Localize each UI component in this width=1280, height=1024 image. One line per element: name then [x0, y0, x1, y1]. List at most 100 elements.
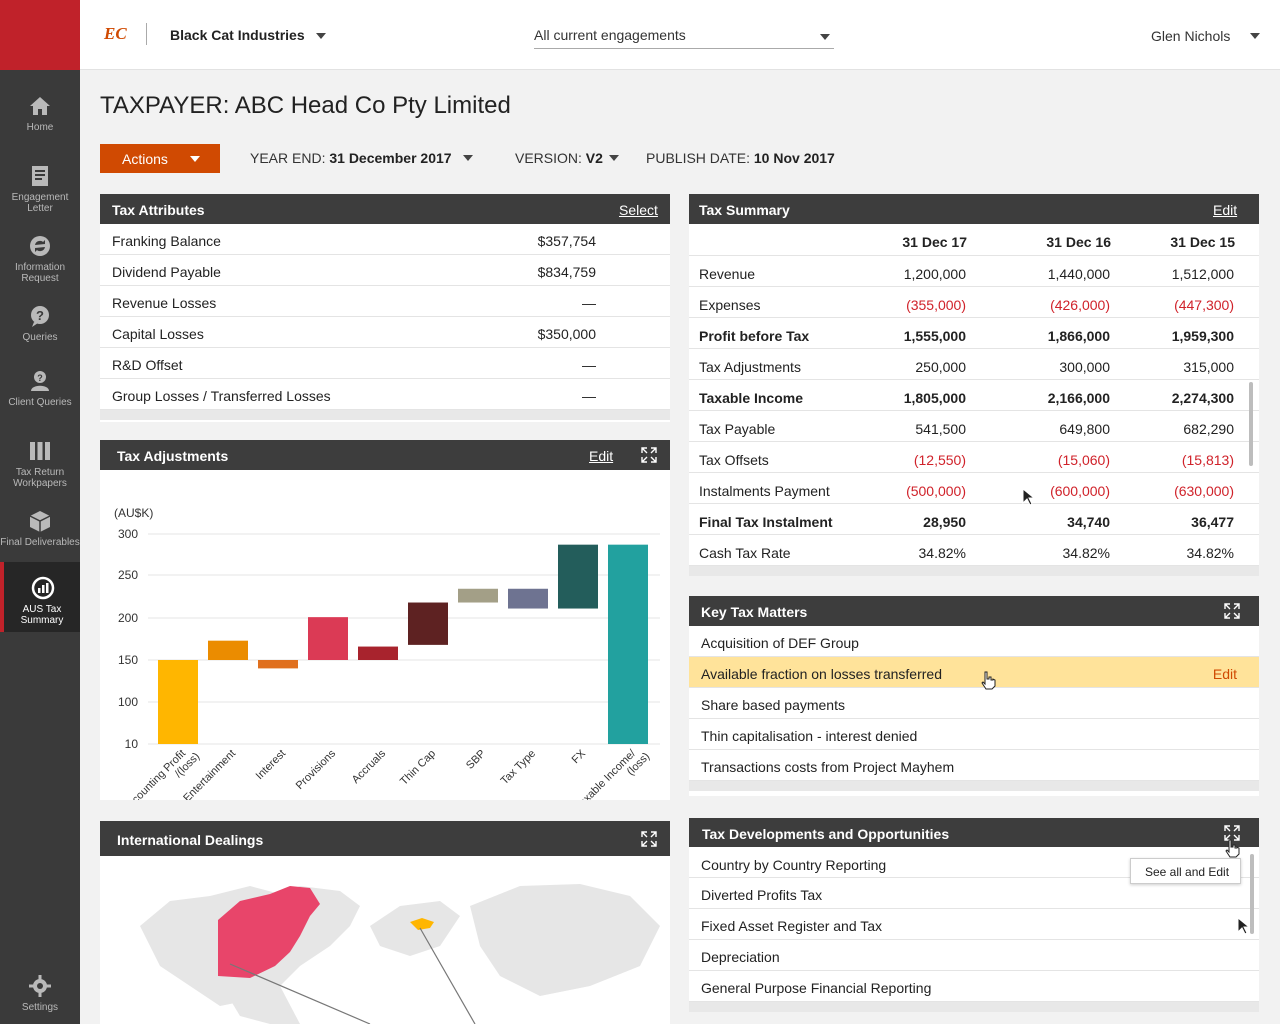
canada-region[interactable]: [218, 886, 320, 978]
sidebar-item-queries[interactable]: ? Queries: [0, 290, 80, 360]
list-item[interactable]: Share based payments: [689, 688, 1259, 719]
sidebar-item-client-queries[interactable]: ? Client Queries: [0, 355, 80, 425]
chevron-down-icon[interactable]: [609, 155, 619, 161]
table-cell: (447,300): [1174, 297, 1234, 313]
edit-link[interactable]: Edit: [1213, 202, 1238, 218]
sidebar-item-aus-tax-summary[interactable]: AUS Tax Summary: [0, 562, 80, 632]
table-cell: 1,440,000: [1047, 266, 1110, 282]
table-cell: 34.82%: [1186, 545, 1234, 561]
client-question-icon: ?: [31, 371, 49, 391]
x-tick-label: Interest: [254, 748, 288, 782]
sidebar-item-information-request[interactable]: Information Request: [0, 220, 80, 290]
row-label: Taxable Income: [699, 390, 804, 406]
row-value: $357,754: [537, 233, 596, 249]
panel-title: Key Tax Matters: [701, 604, 808, 620]
chart-bar[interactable]: [358, 646, 398, 660]
scrollbar[interactable]: [1249, 382, 1253, 466]
column-header: 31 Dec 16: [1046, 234, 1111, 250]
chevron-down-icon[interactable]: [1250, 33, 1260, 39]
cursor-arrow-icon: [1237, 917, 1251, 935]
column-header: 31 Dec 15: [1170, 234, 1235, 250]
table-cell: 250,000: [915, 359, 966, 375]
tax-summary-panel: Tax Summary Edit 31 Dec 17 31 Dec 16 31 …: [689, 194, 1259, 576]
expand-icon[interactable]: [641, 447, 657, 463]
panel-header: International Dealings: [100, 821, 670, 856]
chart-bar[interactable]: [408, 602, 448, 645]
table-cell: 34.82%: [1062, 545, 1110, 561]
sidebar-item-home[interactable]: Home: [0, 80, 80, 150]
chart-bar[interactable]: [208, 640, 248, 660]
list-item[interactable]: Transactions costs from Project Mayhem: [689, 750, 1259, 781]
list-item-label: Available fraction on losses transferred: [701, 666, 942, 682]
sidebar-item-label: Queries: [22, 332, 58, 343]
select-link[interactable]: Select: [619, 202, 658, 218]
table-cell: (426,000): [1050, 297, 1110, 313]
panel-title: Tax Summary: [699, 202, 790, 218]
chevron-down-icon[interactable]: [463, 155, 473, 161]
list-item[interactable]: Acquisition of DEF Group: [689, 626, 1259, 657]
chart-bar[interactable]: [458, 588, 498, 603]
edit-link[interactable]: Edit: [1212, 666, 1237, 682]
x-tick-label: FX: [570, 747, 589, 766]
row-value: $350,000: [537, 326, 596, 342]
list-item[interactable]: Depreciation: [689, 940, 1259, 971]
sidebar-item-settings[interactable]: Settings: [0, 960, 80, 1024]
sidebar-item-engagement-letter[interactable]: Engagement Letter: [0, 150, 80, 220]
binders-icon: [30, 442, 50, 460]
y-axis-label: (AU$K): [114, 506, 153, 520]
chevron-down-icon[interactable]: [316, 33, 326, 39]
panel-header: Tax Summary Edit: [689, 194, 1259, 224]
panel-footer: [689, 566, 1259, 576]
panel-title: International Dealings: [117, 832, 264, 848]
expand-icon[interactable]: [641, 831, 657, 847]
table-row: Instalments Payment (500,000) (600,000) (63…: [689, 473, 1259, 504]
sidebar-item-tax-return-workpapers[interactable]: Tax Return Workpapers: [0, 425, 80, 495]
table-cell: 300,000: [1059, 359, 1110, 375]
user-menu[interactable]: Glen Nichols: [1151, 28, 1231, 44]
list-item[interactable]: Country by Country Reporting: [689, 847, 1259, 878]
y-tick-label: 10: [125, 737, 139, 751]
x-tick-label: Thin Cap: [398, 748, 438, 788]
list-item[interactable]: Thin capitalisation - interest denied: [689, 719, 1259, 750]
company-selector[interactable]: Black Cat Industries: [170, 27, 305, 43]
list-item[interactable]: Fixed Asset Register and Tax: [689, 909, 1259, 940]
expand-icon[interactable]: [1224, 825, 1240, 841]
table-row: Profit before Tax 1,555,000 1,866,000 1,959…: [689, 318, 1259, 349]
chart-bar[interactable]: [608, 544, 648, 744]
cursor-hand-icon: [1225, 839, 1240, 858]
international-dealings-panel: International Dealings: [100, 821, 670, 1024]
actions-button-label: Actions: [122, 151, 168, 167]
row-value: $834,759: [537, 264, 596, 280]
logo-divider: [146, 23, 147, 45]
engagement-select[interactable]: All current engagements: [534, 27, 834, 49]
edit-link[interactable]: Edit: [589, 448, 614, 464]
chart-bar[interactable]: [558, 544, 598, 609]
brand-block: [0, 0, 80, 70]
tax-adjustments-panel: Tax Adjustments Edit (AU$K) 10 100 150 200 2…: [100, 440, 670, 815]
list-item[interactable]: General Purpose Financial Reporting: [689, 971, 1259, 1002]
chart-bar[interactable]: [258, 660, 298, 669]
list-item[interactable]: Diverted Profits Tax: [689, 878, 1259, 909]
publish-label: PUBLISH DATE:: [646, 150, 750, 166]
scrollbar[interactable]: [1250, 854, 1254, 934]
panel-footer: [689, 1002, 1259, 1012]
sidebar-item-final-deliverables[interactable]: Final Deliverables: [0, 495, 80, 565]
year-end-select[interactable]: YEAR END: 31 December 2017: [250, 150, 452, 166]
list-item-highlighted[interactable]: Available fraction on losses transferred…: [689, 657, 1259, 688]
ukraine-region[interactable]: [410, 918, 434, 930]
chart-bar[interactable]: [308, 617, 348, 660]
panel-header: Tax Adjustments Edit: [100, 440, 670, 470]
chart-bar[interactable]: [508, 588, 548, 609]
table-cell: 1,512,000: [1171, 266, 1234, 282]
actions-button[interactable]: Actions: [100, 144, 220, 173]
sidebar-item-label: Final Deliverables: [0, 537, 80, 548]
table-cell: (600,000): [1050, 483, 1110, 499]
chart-bar[interactable]: [158, 660, 198, 744]
document-icon: [32, 166, 48, 186]
year-end-value: 31 December 2017: [329, 150, 452, 166]
sidebar-item-label: Home: [26, 122, 54, 133]
refresh-icon: [30, 236, 50, 256]
sidebar-item-label: Client Queries: [8, 397, 72, 408]
expand-icon[interactable]: [1224, 603, 1240, 619]
version-select[interactable]: VERSION: V2: [515, 150, 603, 166]
